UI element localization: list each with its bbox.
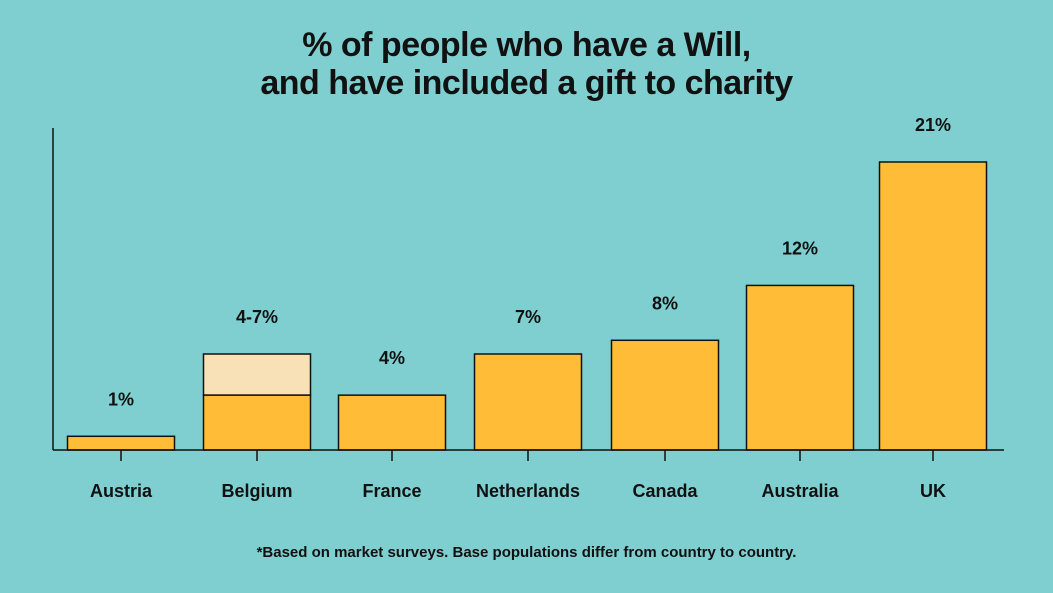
chart-title-line-2: and have included a gift to charity bbox=[260, 64, 793, 102]
data-label-belgium: 4-7% bbox=[236, 307, 278, 327]
chart-title: % of people who have a Will, and have in… bbox=[0, 26, 1053, 102]
bar-australia bbox=[745, 284, 855, 451]
bar-austria bbox=[66, 435, 176, 451]
x-tick-label-australia: Australia bbox=[761, 481, 839, 501]
data-label-austria: 1% bbox=[108, 389, 134, 409]
bar-belgium bbox=[202, 394, 312, 451]
data-label-canada: 8% bbox=[652, 293, 678, 313]
bar-france bbox=[337, 394, 447, 451]
x-tick-label-uk: UK bbox=[920, 481, 946, 501]
data-label-uk: 21% bbox=[915, 115, 951, 135]
x-tick-label-belgium: Belgium bbox=[221, 481, 292, 501]
chart-title-line-1: % of people who have a Will, bbox=[302, 26, 751, 64]
data-label-netherlands: 7% bbox=[515, 307, 541, 327]
bar-range-extension-belgium bbox=[202, 353, 312, 396]
footnote: *Based on market surveys. Base populatio… bbox=[256, 544, 797, 561]
bar-netherlands bbox=[473, 353, 583, 451]
data-label-france: 4% bbox=[379, 348, 405, 368]
x-tick-label-austria: Austria bbox=[90, 481, 153, 501]
bar-canada bbox=[610, 339, 720, 451]
bar-uk bbox=[878, 161, 988, 451]
x-tick-label-france: France bbox=[362, 481, 421, 501]
x-tick-label-canada: Canada bbox=[632, 481, 698, 501]
data-label-australia: 12% bbox=[782, 238, 818, 258]
x-tick-label-netherlands: Netherlands bbox=[476, 481, 580, 501]
